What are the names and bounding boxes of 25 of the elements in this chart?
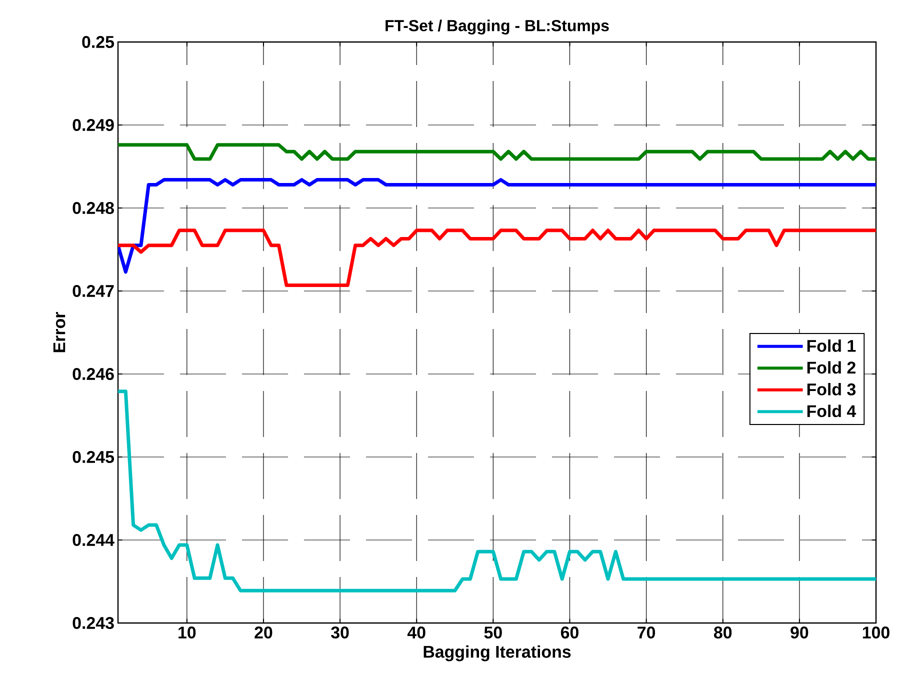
chart-title: FT-Set / Bagging - BL:Stumps [386, 20, 609, 34]
x-tick-label: 50 [484, 626, 502, 639]
x-tick-label: 30 [331, 626, 349, 639]
y-tick-label: 0.246 [72, 368, 114, 380]
x-tick-label: 40 [407, 626, 426, 639]
x-tick-label: 100 [862, 626, 890, 639]
x-tick-label: 60 [560, 626, 578, 639]
y-tick-label: 0.248 [72, 202, 114, 214]
y-tick-label: 0.247 [72, 285, 114, 298]
x-tick-label: 90 [790, 626, 808, 639]
x-axis-title: Bagging Iterations [424, 645, 571, 662]
y-tick-label: 0.249 [72, 119, 114, 132]
legend-label: Fold 3 [807, 382, 856, 396]
x-tick-label: 10 [178, 626, 196, 639]
y-axis-title: Error [53, 312, 66, 352]
y-tick-label: 0.25 [82, 36, 114, 48]
legend-label: Fold 1 [807, 339, 856, 352]
x-tick-label: 80 [714, 626, 732, 639]
legend-label: Fold 4 [807, 404, 856, 418]
y-tick-label: 0.243 [72, 616, 114, 630]
y-tick-label: 0.245 [72, 451, 114, 464]
legend-label: Fold 2 [807, 361, 856, 374]
x-tick-label: 70 [638, 626, 656, 639]
x-tick-label: 20 [254, 626, 272, 639]
y-tick-label: 0.244 [72, 534, 114, 546]
